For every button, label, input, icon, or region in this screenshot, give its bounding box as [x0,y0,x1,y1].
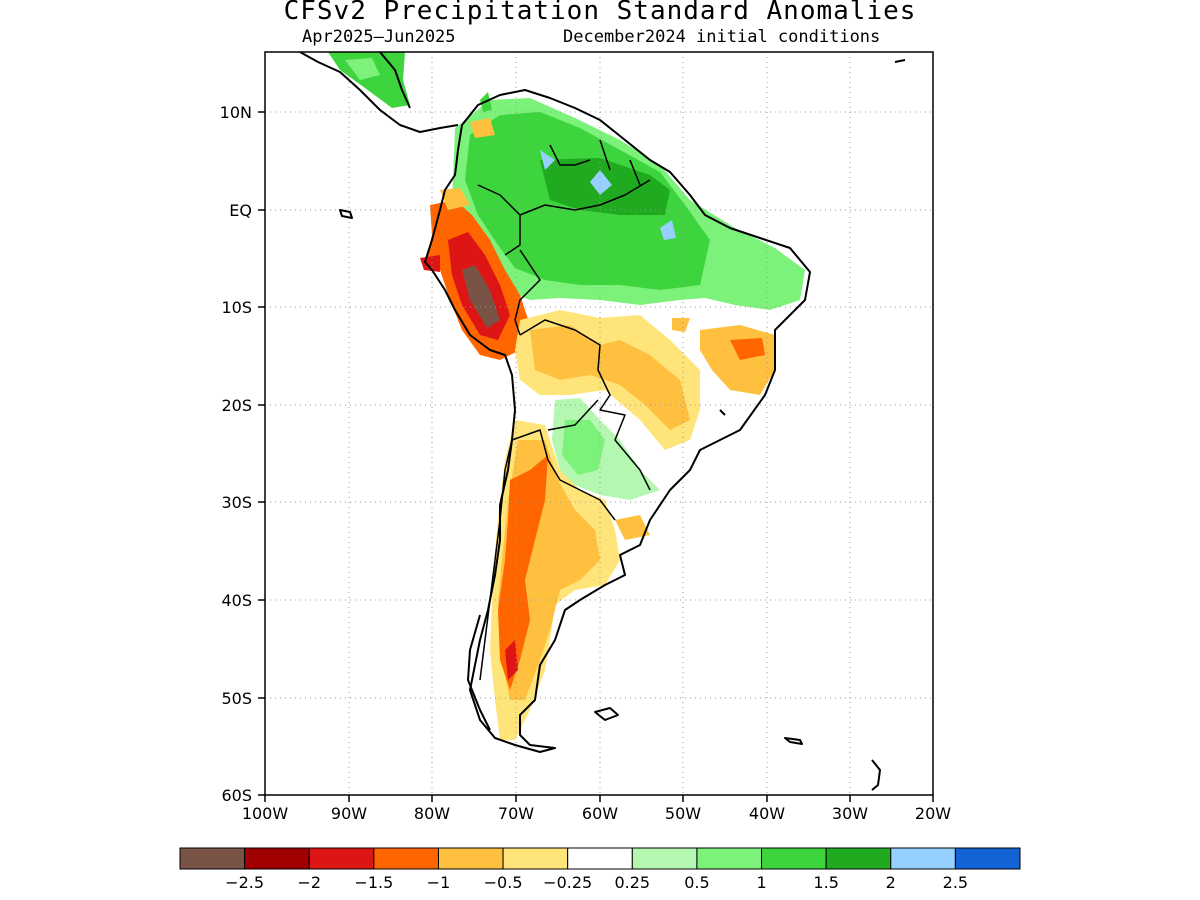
colorbar-swatch [437,847,504,870]
colorbar-label: 1 [756,873,766,892]
lon-label: 60W [582,804,618,823]
lat-label: 30S [221,493,252,512]
colorbar-swatch [179,847,246,870]
colorbar-label: 0.5 [684,873,709,892]
colorbar-swatch [631,847,698,870]
south-america-outline [424,89,811,753]
lon-labels: 100W 90W 80W 70W 60W 50W 40W 30W 20W [242,804,951,823]
plot-frame [264,51,934,796]
lat-label: 60S [221,786,252,805]
coastlines [299,52,906,791]
colorbar-swatch [696,847,763,870]
colorbar [179,847,1021,870]
lon-label: 70W [498,804,534,823]
colorbar-labels: −2.5 −2 −1.5 −1 −0.5 −0.25 0.25 0.5 1 1.5 2 2.5 [225,873,968,892]
colorbar-label: −0.25 [543,873,592,892]
country-borders [477,139,651,681]
colorbar-swatch [244,847,310,870]
colorbar-swatch [954,847,1021,870]
colorbar-swatch [890,847,956,870]
lat-label: 20S [221,396,252,415]
lat-label: EQ [229,201,252,220]
colorbar-label: 2.5 [943,873,968,892]
colorbar-swatch [502,847,569,870]
field-argentina-orange [498,455,548,690]
map-title: CFSv2 Precipitation Standard Anomalies [283,0,917,26]
colorbar-swatch [308,847,375,870]
colorbar-label: 0.25 [614,873,650,892]
colorbar-label: −0.5 [484,873,523,892]
colorbar-label: −1.5 [354,873,393,892]
colorbar-label: 1.5 [813,873,838,892]
lat-label: 10N [220,103,252,122]
colorbar-label: 2 [886,873,896,892]
axis-ticks [258,111,934,802]
field-central-america [328,52,410,108]
colorbar-label: −1 [427,873,451,892]
forecast-period: Apr2025–Jun2025 [302,27,456,47]
lon-label: 80W [414,804,450,823]
field-east-brazil [700,325,775,395]
lat-labels: 10N EQ 10S 20S 30S 40S 50S 60S [220,103,252,805]
colorbar-swatch [373,847,439,870]
colorbar-swatch [567,847,633,870]
initial-conditions: December2024 initial conditions [563,27,881,47]
lat-label: 40S [221,591,252,610]
lon-label: 100W [242,804,289,823]
colorbar-label: −2.5 [225,873,264,892]
colorbar-swatch [825,847,892,870]
central-america-outline [299,52,459,133]
anomaly-fields [328,52,805,740]
lon-label: 90W [331,804,367,823]
lat-label: 10S [221,298,252,317]
colorbar-label: −2 [297,873,321,892]
lon-label: 50W [665,804,701,823]
colorbar-swatch [761,847,827,870]
field-andes-dark [462,265,500,328]
lat-label: 50S [221,689,252,708]
lon-label: 20W [915,804,951,823]
lon-label: 40W [749,804,785,823]
lon-label: 30W [832,804,868,823]
